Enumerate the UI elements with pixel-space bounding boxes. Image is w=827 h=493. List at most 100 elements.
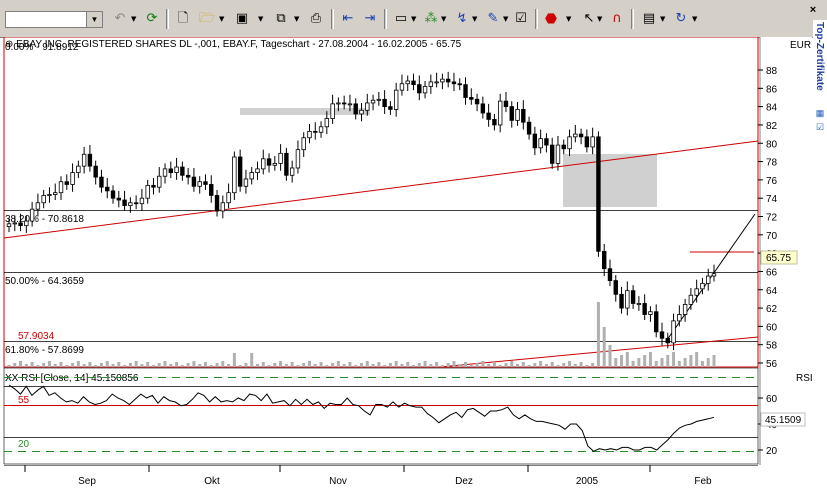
candle-body[interactable] <box>393 89 399 110</box>
candle-body[interactable] <box>521 108 526 123</box>
print-icon[interactable]: ⎙ <box>310 11 322 26</box>
candle-body[interactable] <box>486 112 491 120</box>
candle-body[interactable] <box>445 78 451 83</box>
candle-body[interactable] <box>191 176 197 187</box>
indicator-icon[interactable]: ↯ <box>456 11 468 26</box>
candle-body[interactable] <box>503 100 509 108</box>
template-icon[interactable]: ▤ <box>642 11 656 26</box>
reload-icon[interactable]: ↻ <box>675 11 687 26</box>
studies-icon[interactable]: ⁂ <box>424 11 438 26</box>
candle-body[interactable] <box>185 174 191 178</box>
chevron-down-icon[interactable]: ▼ <box>441 15 447 23</box>
candle-body[interactable] <box>307 130 312 139</box>
properties-icon[interactable]: ☑ <box>515 11 527 26</box>
candle-body[interactable] <box>284 152 289 176</box>
candle-body[interactable] <box>47 194 52 196</box>
candle-body[interactable] <box>93 165 98 178</box>
candle-body[interactable] <box>700 282 705 290</box>
candle-body[interactable] <box>232 156 237 194</box>
candle-body[interactable] <box>411 80 416 86</box>
stop-icon[interactable]: ⬣ <box>544 11 558 27</box>
chevron-down-icon[interactable]: ▼ <box>692 15 698 23</box>
candle-body[interactable] <box>347 103 353 106</box>
candle-body[interactable] <box>174 166 179 173</box>
candle-body[interactable] <box>578 133 584 138</box>
candle-body[interactable] <box>607 268 613 281</box>
grid-icon[interactable]: ▦ <box>815 108 825 118</box>
candle-body[interactable] <box>671 320 676 344</box>
candle-body[interactable] <box>70 172 75 185</box>
candle-body[interactable] <box>162 168 168 177</box>
candle-body[interactable] <box>567 136 572 150</box>
candle-body[interactable] <box>376 98 382 101</box>
candle-body[interactable] <box>451 81 457 85</box>
candle-body[interactable] <box>359 109 364 115</box>
candle-body[interactable] <box>249 172 254 180</box>
refresh-icon[interactable]: ⟳ <box>146 11 158 26</box>
candle-body[interactable] <box>428 81 434 87</box>
candle-body[interactable] <box>434 81 439 84</box>
candle-body[interactable] <box>417 84 422 94</box>
candle-body[interactable] <box>105 186 110 192</box>
chevron-down-icon[interactable]: ▼ <box>472 15 478 23</box>
new-document-icon[interactable]: 🗋 <box>177 11 189 26</box>
candle-body[interactable] <box>636 303 642 305</box>
open-folder-icon[interactable]: 🗁 <box>198 11 216 26</box>
chevron-down-icon[interactable]: ▼ <box>131 15 137 23</box>
candle-body[interactable] <box>405 80 410 85</box>
chart-area[interactable]: 0.00% - 91.8912 ⊕ EBAY INC. REGISTERED S… <box>0 37 827 493</box>
candle-body[interactable] <box>133 202 139 205</box>
candle-body[interactable] <box>197 181 202 187</box>
candle-body[interactable] <box>654 311 659 333</box>
drawing-tools-icon[interactable]: ✎ <box>487 11 499 26</box>
candle-body[interactable] <box>99 176 104 188</box>
candle-body[interactable] <box>538 138 543 149</box>
candle-body[interactable] <box>324 118 330 128</box>
candle-body[interactable] <box>688 294 694 305</box>
candle-body[interactable] <box>440 78 445 83</box>
candle-body[interactable] <box>677 314 682 322</box>
candle-body[interactable] <box>694 288 699 296</box>
candle-body[interactable] <box>116 197 121 201</box>
candle-body[interactable] <box>139 197 145 205</box>
candle-body[interactable] <box>110 190 116 199</box>
candle-body[interactable] <box>122 199 127 206</box>
candle-body[interactable] <box>399 83 405 91</box>
undo-icon[interactable]: ↶ <box>114 11 126 26</box>
candle-body[interactable] <box>526 121 532 135</box>
candle-body[interactable] <box>243 178 249 187</box>
chevron-down-icon[interactable]: ▼ <box>219 15 225 23</box>
candle-body[interactable] <box>497 100 503 126</box>
candle-body[interactable] <box>561 144 566 150</box>
candle-body[interactable] <box>145 184 150 199</box>
candle-body[interactable] <box>625 290 630 309</box>
candle-body[interactable] <box>365 102 370 111</box>
candle-body[interactable] <box>76 165 81 173</box>
candle-body[interactable] <box>18 222 23 227</box>
candle-body[interactable] <box>382 98 387 108</box>
candle-body[interactable] <box>388 106 393 110</box>
magnet-icon[interactable]: ∩ <box>612 11 622 26</box>
candle-body[interactable] <box>509 106 514 121</box>
candle-body[interactable] <box>87 153 93 167</box>
candle-body[interactable] <box>619 293 624 309</box>
rsi-panel[interactable] <box>3 367 759 465</box>
close-icon[interactable]: × <box>809 4 817 16</box>
candle-body[interactable] <box>12 222 17 225</box>
side-panel-label[interactable]: Top-Zertifikate <box>814 22 825 91</box>
candle-body[interactable] <box>29 208 35 222</box>
candle-body[interactable] <box>469 97 474 100</box>
candle-body[interactable] <box>630 290 636 304</box>
candle-body[interactable] <box>266 158 272 166</box>
candle-body[interactable] <box>203 181 208 185</box>
chevron-down-icon[interactable]: ▼ <box>86 12 102 27</box>
candle-body[interactable] <box>301 137 306 151</box>
candle-body[interactable] <box>665 337 670 344</box>
candle-body[interactable] <box>313 130 318 133</box>
candle-body[interactable] <box>318 126 324 133</box>
candle-body[interactable] <box>53 192 58 195</box>
chevron-down-icon[interactable]: ▼ <box>566 15 572 23</box>
candle-body[interactable] <box>255 168 260 173</box>
candle-body[interactable] <box>659 331 665 339</box>
candle-body[interactable] <box>590 136 595 148</box>
